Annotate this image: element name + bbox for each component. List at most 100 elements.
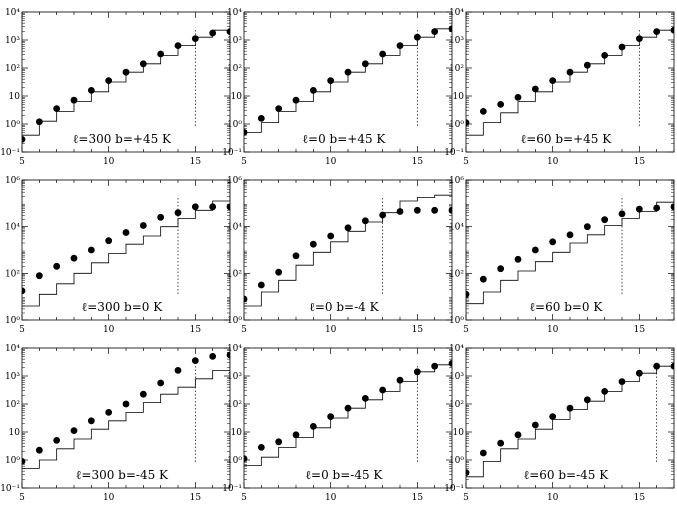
x-tick-label: 10 xyxy=(103,157,115,167)
data-point xyxy=(497,265,505,273)
y-tick-label: 10⁻¹ xyxy=(222,148,242,158)
y-tick-label: 10² xyxy=(227,400,242,410)
data-point xyxy=(105,409,113,416)
data-point xyxy=(22,458,26,465)
data-point xyxy=(670,203,674,211)
y-tick-label: 10 xyxy=(9,428,21,438)
x-tick-label: 10 xyxy=(547,157,559,167)
data-point xyxy=(309,240,317,248)
panel-label: ℓ=0 b=-45 K xyxy=(305,468,383,482)
panel-5: 5 10 15 10⁰ 10² 10⁴ 10⁶ ℓ=0 b=-4 K xyxy=(227,176,453,335)
data-point xyxy=(275,105,283,112)
y-tick-label: 10 xyxy=(453,92,465,102)
data-point xyxy=(226,351,230,359)
y-tick-label: 10³ xyxy=(5,372,20,382)
y-tick-label: 10⁴ xyxy=(449,223,464,233)
y-tick-label: 10² xyxy=(227,64,242,74)
data-point xyxy=(122,229,130,236)
data-point xyxy=(87,246,95,254)
y-tick-label: 10⁴ xyxy=(449,344,464,354)
x-tick-label: 15 xyxy=(190,493,202,503)
model-histogram xyxy=(244,357,452,466)
data-point xyxy=(191,357,199,364)
y-tick-label: 10⁴ xyxy=(227,223,242,233)
x-tick-label: 10 xyxy=(325,493,337,503)
model-histogram xyxy=(244,21,452,133)
data-point xyxy=(157,213,165,221)
panel-label: ℓ=300 b=+45 K xyxy=(73,132,172,146)
data-point xyxy=(174,367,182,374)
y-tick-label: 10⁰ xyxy=(227,316,242,326)
y-tick-label: 10³ xyxy=(449,372,464,382)
data-point xyxy=(531,85,539,93)
y-tick-label: 10² xyxy=(449,400,464,410)
y-tick-label: 10⁰ xyxy=(449,456,464,466)
data-point xyxy=(361,217,369,225)
data-point xyxy=(53,262,61,270)
data-point xyxy=(35,272,43,280)
model-histogram xyxy=(466,357,674,478)
data-point xyxy=(514,431,522,439)
x-tick-label: 15 xyxy=(634,493,646,503)
data-point xyxy=(583,223,591,231)
y-tick-label: 10⁰ xyxy=(5,120,20,130)
x-tick-label: 15 xyxy=(634,325,646,335)
model-histogram xyxy=(22,354,230,469)
x-tick-label: 5 xyxy=(241,157,247,167)
data-point xyxy=(87,417,95,425)
model-histogram xyxy=(466,21,674,136)
panel-6: 5 10 15 10⁰ 10² 10⁴ 10⁶ ℓ=60 b=0 K xyxy=(449,176,675,335)
panel-label: ℓ=0 b=+45 K xyxy=(302,132,386,146)
panel-9: 5 10 15 10⁻¹ 10⁰ 10 10² 10³ 10⁴ ℓ=60 b=-45 K xyxy=(444,344,675,503)
x-tick-label: 10 xyxy=(547,493,559,503)
data-point xyxy=(497,439,505,447)
y-tick-label: 10² xyxy=(5,269,20,279)
y-tick-label: 10⁻¹ xyxy=(0,484,20,494)
x-tick-label: 15 xyxy=(412,157,424,167)
y-tick-label: 10⁴ xyxy=(227,344,242,354)
y-tick-label: 10⁶ xyxy=(449,176,464,186)
data-point xyxy=(344,224,352,232)
y-tick-label: 10³ xyxy=(227,36,242,46)
y-tick-label: 10⁰ xyxy=(227,456,242,466)
y-tick-label: 10³ xyxy=(449,36,464,46)
data-point xyxy=(635,205,643,213)
y-tick-label: 10⁴ xyxy=(5,344,20,354)
data-point xyxy=(431,206,439,214)
data-point xyxy=(448,206,452,214)
x-tick-label: 5 xyxy=(19,493,25,503)
x-tick-label: 5 xyxy=(463,325,469,335)
data-point xyxy=(191,203,199,211)
y-tick-label: 10 xyxy=(231,92,243,102)
data-point xyxy=(70,427,78,434)
data-point xyxy=(497,101,505,108)
y-tick-label: 10⁻¹ xyxy=(222,484,242,494)
panel-label: ℓ=60 b=0 K xyxy=(529,300,603,314)
x-tick-label: 10 xyxy=(547,325,559,335)
y-tick-label: 10⁰ xyxy=(449,316,464,326)
y-tick-label: 10⁴ xyxy=(5,223,20,233)
x-tick-label: 10 xyxy=(325,157,337,167)
x-tick-label: 10 xyxy=(325,325,337,335)
data-point xyxy=(566,231,574,239)
x-tick-label: 15 xyxy=(412,325,424,335)
plot-frame xyxy=(243,179,453,321)
data-point xyxy=(601,216,609,224)
data-point xyxy=(105,237,113,245)
y-tick-label: 10⁴ xyxy=(449,8,464,18)
y-tick-label: 10⁴ xyxy=(5,8,20,18)
y-tick-label: 10⁶ xyxy=(5,176,20,186)
data-point xyxy=(327,232,335,240)
data-point xyxy=(35,446,43,454)
data-point xyxy=(122,400,130,408)
data-point xyxy=(549,238,557,246)
data-point xyxy=(257,115,265,122)
data-point xyxy=(479,449,487,457)
model-histogram xyxy=(22,188,230,307)
data-point xyxy=(22,287,26,295)
model-histogram xyxy=(22,21,230,136)
x-tick-label: 5 xyxy=(241,493,247,503)
model-histogram xyxy=(466,193,674,305)
x-tick-label: 5 xyxy=(463,157,469,167)
